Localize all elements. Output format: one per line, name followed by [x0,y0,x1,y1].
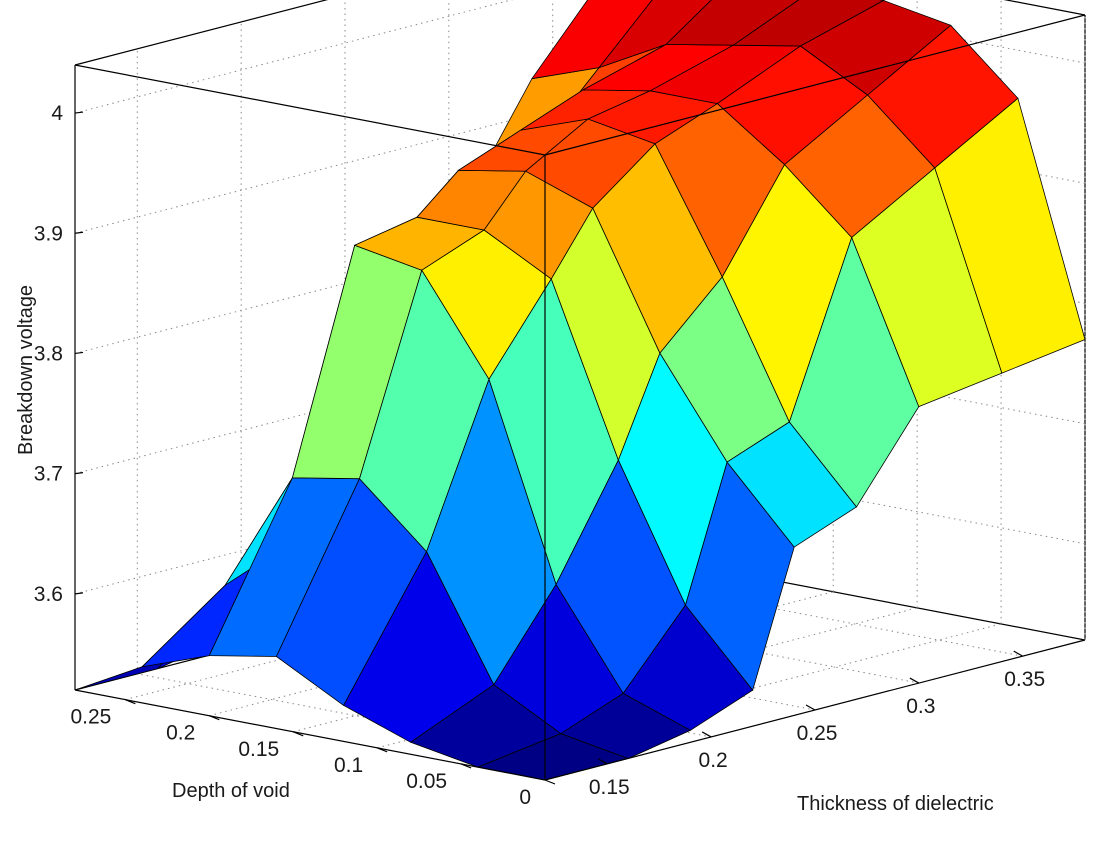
surface-patch [934,97,1086,374]
y-tick-mark [209,715,220,721]
tick-labels: 3.6 3.7 3.8 3.9 4 0 0.05 0.1 0.15 0.2 0.25 0.15 0.2 0… [34,102,1045,809]
y-tick-mark [376,747,388,753]
y-tick-mark [544,779,556,785]
box-edge [74,689,546,781]
y-tick-mark [125,699,136,705]
z-tick-mark [74,111,84,114]
x-tick-mark [805,704,816,711]
z-tick-label: 3.8 [34,342,63,365]
x-axis-label: Thickness of dielectric [797,793,994,815]
z-tick-mark [74,351,84,355]
y-tick-mark [292,731,304,737]
box-edge [544,14,1086,156]
y-tick-label: 0 [519,786,531,809]
y-tick-label: 0.2 [166,722,195,745]
box-edge [74,0,329,66]
x-tick-label: 0.35 [1004,668,1045,691]
x-tick-mark [598,758,608,765]
x-tick-label: 0.15 [589,776,630,799]
surface-mesh [74,0,1086,781]
z-tick-label: 3.6 [34,583,63,606]
y-axis-label: Depth of void [172,780,290,802]
y-tick-label: 0.05 [406,770,447,793]
z-tick-label: 3.7 [34,463,63,486]
box-edge [74,64,546,156]
x-tick-label: 0.2 [699,749,728,772]
x-tick-mark [1013,650,1023,657]
x-tick-mark [701,731,712,738]
y-tick-label: 0.1 [334,754,363,777]
surface-patch [597,0,712,69]
z-axis-label: Breakdown voltage [15,285,37,455]
x-tick-label: 0.3 [906,695,935,718]
surface-patch [531,0,653,80]
y-tick-label: 0.15 [238,738,279,761]
z-tick-mark [74,231,84,234]
z-tick-label: 3.9 [34,222,63,245]
z-tick-mark [74,472,84,475]
x-tick-label: 0.25 [797,722,838,745]
y-tick-label: 0.25 [70,706,111,729]
y-tick-mark [460,763,472,769]
x-tick-mark [909,677,920,684]
z-tick-label: 4 [51,102,63,125]
z-tick-mark [74,592,84,595]
